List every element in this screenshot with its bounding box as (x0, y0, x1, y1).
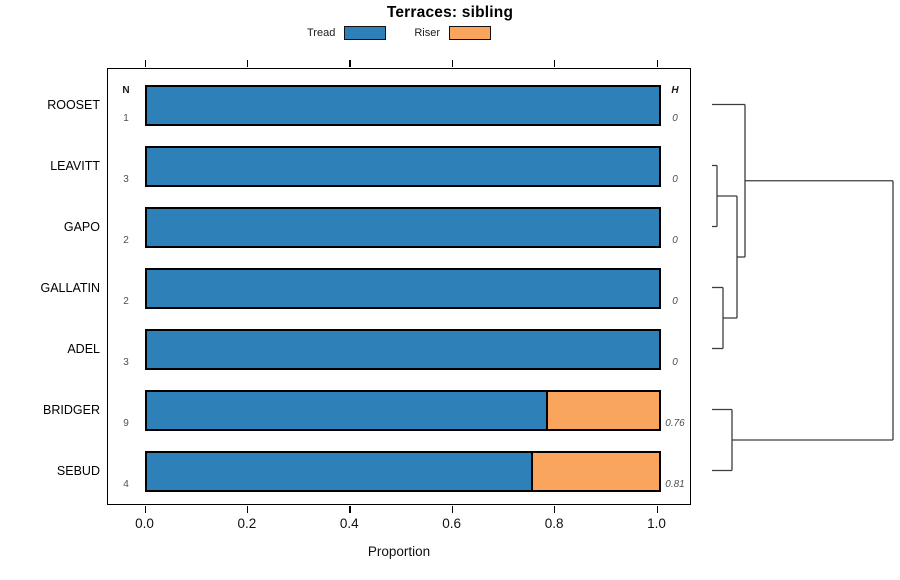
x-axis-tick-top (349, 60, 351, 68)
h-value: 0.76 (665, 418, 685, 429)
legend-label-riser: Riser (414, 27, 440, 39)
x-axis-tick-top (656, 60, 658, 68)
stacked-bar-adel (144, 329, 661, 370)
y-axis-label: ADEL (67, 341, 100, 356)
x-axis-title: Proportion (367, 544, 431, 559)
bar-segment-tread (146, 148, 659, 185)
y-axis-label: BRIDGER (43, 402, 100, 417)
bar-segment-tread (146, 331, 659, 368)
x-axis-tick-top (451, 60, 453, 68)
n-value: 2 (123, 234, 129, 246)
stacked-bar-gallatin (144, 268, 661, 309)
x-tick-label: 0.6 (442, 516, 462, 531)
stacked-bar-gapo (144, 207, 661, 248)
y-axis-label: LEAVITT (50, 158, 100, 173)
n-value: 1 (123, 112, 129, 124)
plot-area: Proportion 0.0 0.2 0.4 0.6 0.8 1.0 ROOSET 1 0 LEA… (40, 60, 691, 559)
stacked-bar-leavitt (144, 146, 661, 187)
stacked-bar-bridger (144, 390, 661, 431)
bar-segment-tread (146, 270, 659, 307)
x-axis-tick (451, 505, 453, 513)
n-value: 2 (123, 295, 129, 307)
y-axis-label: GAPO (63, 219, 100, 234)
h-value: 0 (672, 296, 678, 307)
legend-swatch-tread (344, 26, 387, 40)
y-axis-label: SEBUD (56, 463, 100, 478)
bar-segment-riser (530, 453, 659, 490)
y-axis-label: ROOSET (47, 97, 100, 112)
x-axis-tick (554, 505, 556, 513)
x-axis-tick (246, 505, 249, 513)
legend-item-tread: Tread (307, 26, 387, 40)
chart-title: Terraces: sibling (386, 4, 514, 21)
x-tick-label: 1.0 (647, 516, 666, 531)
legend-label-tread: Tread (307, 27, 336, 39)
n-column-header: N (122, 84, 130, 96)
bar-segment-tread (146, 453, 531, 490)
x-tick-label: 0.8 (544, 516, 564, 531)
h-value: 0 (672, 235, 678, 246)
n-value: 3 (123, 356, 129, 368)
legend: Tread Riser (107, 26, 691, 40)
x-tick-label: 0.0 (135, 516, 154, 531)
h-value: 0 (672, 174, 678, 185)
bar-segment-tread (146, 87, 659, 124)
bar-segment-riser (545, 392, 659, 429)
bar-segment-tread (146, 209, 659, 246)
x-axis-tick-top (554, 60, 556, 68)
x-axis-tick-top (246, 60, 249, 68)
h-value: 0 (672, 357, 678, 368)
stacked-bar-rooset (144, 85, 661, 126)
stacked-bar-sebud (144, 451, 661, 492)
y-axis-label: GALLATIN (40, 280, 100, 295)
x-axis-tick (656, 505, 658, 513)
n-value: 9 (123, 417, 129, 429)
x-axis-tick (144, 505, 146, 513)
legend-item-riser: Riser (414, 26, 491, 40)
x-axis-tick (349, 505, 351, 513)
h-column-header: H (671, 84, 679, 96)
h-value: 0 (672, 113, 678, 124)
legend-swatch-riser (449, 26, 491, 40)
bar-segment-tread (146, 392, 546, 429)
n-value: 3 (123, 173, 129, 185)
x-tick-label: 0.4 (339, 516, 359, 531)
x-axis-tick-top (144, 60, 146, 68)
x-tick-label: 0.2 (237, 516, 257, 531)
n-value: 4 (123, 478, 129, 490)
h-value: 0.81 (665, 479, 685, 490)
